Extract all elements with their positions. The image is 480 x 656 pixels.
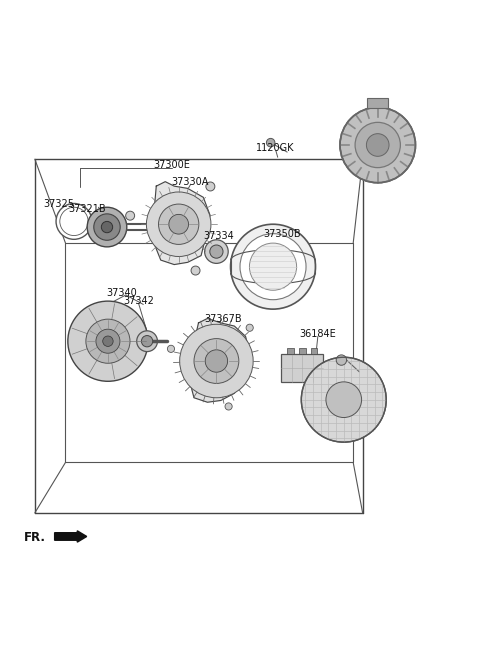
Circle shape xyxy=(340,108,416,183)
Circle shape xyxy=(301,358,386,442)
Circle shape xyxy=(240,234,306,300)
Bar xyxy=(367,98,388,108)
Circle shape xyxy=(86,319,130,363)
Circle shape xyxy=(158,204,199,245)
Circle shape xyxy=(326,382,361,417)
Circle shape xyxy=(96,329,120,353)
Text: 37300E: 37300E xyxy=(153,160,190,171)
Circle shape xyxy=(168,345,175,352)
Circle shape xyxy=(210,245,223,258)
Text: 37340: 37340 xyxy=(107,287,137,298)
Text: 37321B: 37321B xyxy=(68,204,106,214)
Bar xyxy=(311,348,317,354)
Circle shape xyxy=(169,215,189,234)
Circle shape xyxy=(205,350,228,372)
Polygon shape xyxy=(152,182,210,264)
Circle shape xyxy=(336,355,347,365)
Circle shape xyxy=(142,336,153,347)
Bar xyxy=(287,348,294,354)
Bar xyxy=(299,348,306,354)
Circle shape xyxy=(204,240,228,263)
Circle shape xyxy=(230,224,315,309)
Circle shape xyxy=(137,331,157,352)
Circle shape xyxy=(180,324,253,398)
Text: 1120GK: 1120GK xyxy=(256,143,295,154)
Circle shape xyxy=(194,338,239,383)
Circle shape xyxy=(103,336,113,346)
Text: 37334: 37334 xyxy=(204,231,234,241)
Circle shape xyxy=(355,123,400,168)
Text: FR.: FR. xyxy=(24,531,46,544)
Bar xyxy=(281,354,324,382)
Circle shape xyxy=(101,222,113,233)
Circle shape xyxy=(225,403,232,410)
Circle shape xyxy=(87,207,127,247)
Text: 37350B: 37350B xyxy=(264,229,301,239)
Circle shape xyxy=(250,243,297,290)
Circle shape xyxy=(246,324,253,331)
Circle shape xyxy=(206,182,215,191)
Polygon shape xyxy=(187,318,250,402)
Circle shape xyxy=(126,211,134,220)
Text: 37367B: 37367B xyxy=(204,314,242,323)
Text: 36184E: 36184E xyxy=(300,329,336,338)
Text: 37325: 37325 xyxy=(43,199,74,209)
Circle shape xyxy=(366,134,389,156)
Circle shape xyxy=(60,207,88,236)
Circle shape xyxy=(266,138,275,147)
Circle shape xyxy=(68,301,148,381)
Circle shape xyxy=(191,266,200,275)
Circle shape xyxy=(56,203,92,239)
FancyArrow shape xyxy=(55,531,87,542)
Text: 37330A: 37330A xyxy=(172,176,209,187)
Text: 37342: 37342 xyxy=(123,296,154,306)
Circle shape xyxy=(94,214,120,240)
Circle shape xyxy=(146,192,211,256)
